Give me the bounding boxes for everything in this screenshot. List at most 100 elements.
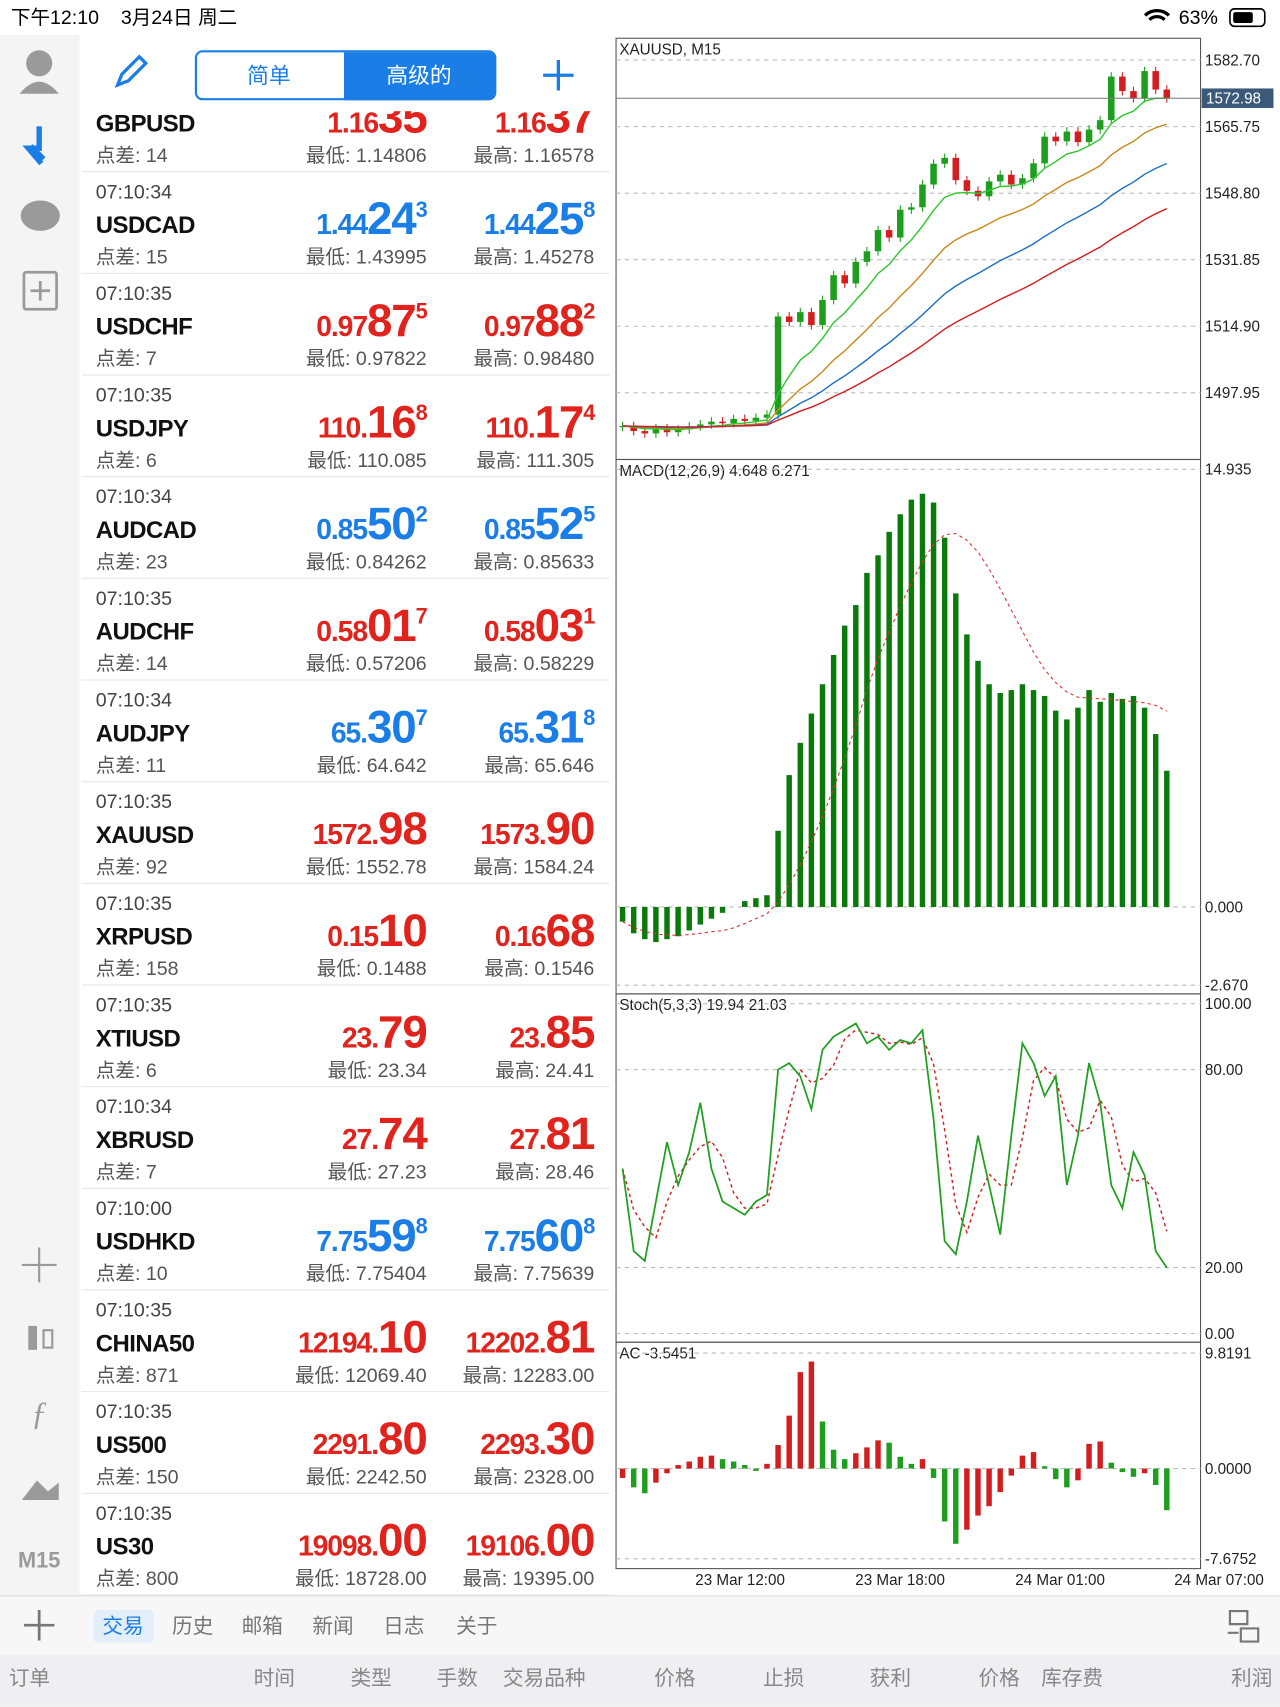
bar — [919, 493, 926, 907]
quote-symbol: US30 — [96, 1534, 154, 1561]
quote-row[interactable]: 07:10:35 AUDCHF 点差: 14 最低: 0.57206 最高: 0.582… — [81, 588, 610, 681]
mode-simple[interactable]: 简单 — [247, 63, 291, 88]
quote-bid: 110.168 — [318, 397, 428, 448]
signal-line — [621, 1029, 1168, 1240]
y-tick-label: -2.670 — [1205, 978, 1248, 995]
quote-row[interactable]: 07:10:35 CHINA50 点差: 871 最低: 12069.40 最高: 12… — [81, 1300, 610, 1393]
column-header[interactable]: 获利 — [870, 1667, 911, 1690]
bar — [1064, 719, 1070, 907]
bar — [764, 895, 770, 907]
add-symbol[interactable] — [543, 60, 574, 91]
bar — [886, 531, 892, 907]
trade-icon[interactable] — [22, 126, 46, 166]
new-doc-icon[interactable] — [22, 270, 58, 311]
bar — [1130, 1468, 1137, 1477]
quote-bid: 7.75598 — [316, 1210, 427, 1261]
bar — [1097, 1441, 1103, 1469]
quote-symbol: XRPUSD — [96, 924, 193, 951]
objects-icon[interactable] — [21, 1480, 59, 1501]
column-header[interactable]: 利润 — [1231, 1667, 1272, 1690]
bar — [919, 1459, 926, 1469]
x-tick-label: 24 Mar 07:00 — [1174, 1572, 1264, 1589]
price-main: 00 — [546, 1515, 595, 1566]
bottom-tab[interactable]: 新闻 — [312, 1615, 353, 1638]
edit-icon[interactable] — [114, 54, 149, 88]
quote-row[interactable]: 07:10:35 US30 点差: 800 最低: 18728.00 最高: 19395… — [81, 1503, 610, 1596]
quote-time: 07:10:34 — [96, 690, 172, 712]
indicator-icon[interactable]: ƒ — [31, 1396, 47, 1432]
bottom-tab[interactable]: 日志 — [383, 1615, 424, 1638]
layout-icon[interactable] — [1227, 1609, 1260, 1643]
quote-high: 最高: 0.98480 — [473, 348, 594, 370]
bar — [853, 1453, 859, 1469]
quote-row[interactable]: 07:10:34 USDCAD 点差: 15 最低: 1.43995 最高: 1.452… — [81, 181, 610, 274]
bottom-tab[interactable]: 历史 — [172, 1615, 213, 1638]
add-order[interactable] — [23, 1609, 55, 1641]
bar — [642, 1468, 648, 1494]
quote-ask: 2293.30 — [480, 1413, 594, 1464]
candle — [1030, 163, 1037, 179]
price-main: 81 — [546, 1108, 595, 1159]
price-main: 87 — [367, 295, 416, 346]
column-header[interactable]: 价格 — [979, 1667, 1021, 1690]
bar — [1130, 695, 1137, 907]
quote-row[interactable]: 07:10:34 AUDJPY 点差: 11 最低: 64.642 最高: 65.646… — [81, 690, 610, 783]
price-main: 31 — [535, 701, 584, 752]
column-header[interactable]: 价格 — [654, 1667, 696, 1690]
quote-row[interactable]: 07:10:34 XBRUSD 点差: 7 最低: 27.23 最高: 28.46 27.… — [81, 1096, 610, 1189]
column-header[interactable]: 库存费 — [1041, 1667, 1103, 1690]
candle — [708, 421, 715, 425]
quote-row[interactable]: 07:10:35 USDJPY 点差: 6 最低: 110.085 最高: 111.30… — [81, 385, 610, 478]
column-header[interactable]: 时间 — [254, 1667, 295, 1690]
bar — [719, 906, 726, 913]
bar — [830, 654, 837, 907]
price-prefix: 23. — [342, 1021, 378, 1053]
quote-ask: 19106.00 — [466, 1515, 595, 1566]
timeframe[interactable]: M15 — [18, 1548, 60, 1573]
price-main: 79 — [378, 1006, 427, 1057]
bar — [1152, 1468, 1159, 1486]
battery-fill — [1233, 12, 1253, 24]
column-header[interactable]: 类型 — [350, 1667, 391, 1690]
chat-icon[interactable] — [20, 200, 60, 231]
column-header[interactable]: 交易品种 — [503, 1667, 586, 1690]
quote-row[interactable]: 07:10:00 USDHKD 点差: 10 最低: 7.75404 最高: 7.756… — [81, 1198, 610, 1291]
chart-type-icon[interactable] — [28, 1325, 38, 1350]
mode-advanced[interactable]: 高级的 — [386, 63, 451, 88]
bar — [1008, 1468, 1015, 1476]
bottom-tab[interactable]: 关于 — [456, 1615, 497, 1638]
y-tick-label: 1548.80 — [1205, 186, 1260, 203]
quote-row[interactable]: 07:10:35 XTIUSD 点差: 6 最低: 23.34 最高: 24.41 23.… — [81, 995, 610, 1088]
quote-row[interactable]: 07:10:34 AUDCAD 点差: 23 最低: 0.84262 最高: 0.856… — [81, 486, 610, 579]
quote-list: GBPUSD 点差: 14 最低: 1.14806 最高: 1.16578 1.16 3 5… — [81, 92, 610, 1596]
quote-row[interactable]: 07:10:35 US500 点差: 150 最低: 2242.50 最高: 2328.… — [81, 1401, 610, 1494]
quote-high: 最高: 0.58229 — [473, 653, 594, 675]
quote-row[interactable]: 07:10:35 XRPUSD 点差: 158 最低: 0.1488 最高: 0.154… — [81, 893, 610, 986]
column-header[interactable]: 止损 — [763, 1667, 804, 1690]
bar — [1030, 1452, 1037, 1469]
account-icon[interactable] — [26, 50, 53, 77]
crosshair-icon[interactable] — [21, 1247, 57, 1283]
quote-bid: 12194.10 — [298, 1311, 427, 1362]
bar — [1141, 1468, 1148, 1474]
column-header[interactable]: 订单 — [9, 1667, 50, 1690]
mode-selected — [343, 52, 496, 101]
quote-row[interactable]: 07:10:35 XAUUSD 点差: 92 最低: 1552.78 最高: 1584.… — [81, 791, 610, 884]
bar — [1119, 1468, 1126, 1473]
y-tick-label: 1582.70 — [1205, 53, 1260, 70]
bottom-tab[interactable]: 邮箱 — [242, 1615, 283, 1638]
quote-high: 最高: 7.75639 — [473, 1263, 594, 1285]
bar — [1041, 695, 1048, 907]
column-header[interactable]: 手数 — [436, 1667, 478, 1690]
moving-average — [622, 207, 1168, 428]
quote-bid: 27.74 — [342, 1108, 428, 1159]
quote-ask: 0.85525 — [484, 498, 595, 549]
quote-low: 最低: 18728.00 — [295, 1568, 427, 1590]
price-fraction: 8 — [416, 400, 428, 425]
price-main: 59 — [367, 1210, 416, 1261]
chart-area: XAUUSD, M15 1582.70 1565.75 1548.80 1531.85 1… — [615, 37, 1274, 1589]
bottom-tab[interactable]: 交易 — [102, 1615, 143, 1638]
quote-row[interactable]: 07:10:35 USDCHF 点差: 7 最低: 0.97822 最高: 0.9848… — [81, 283, 610, 376]
bar — [619, 906, 626, 922]
